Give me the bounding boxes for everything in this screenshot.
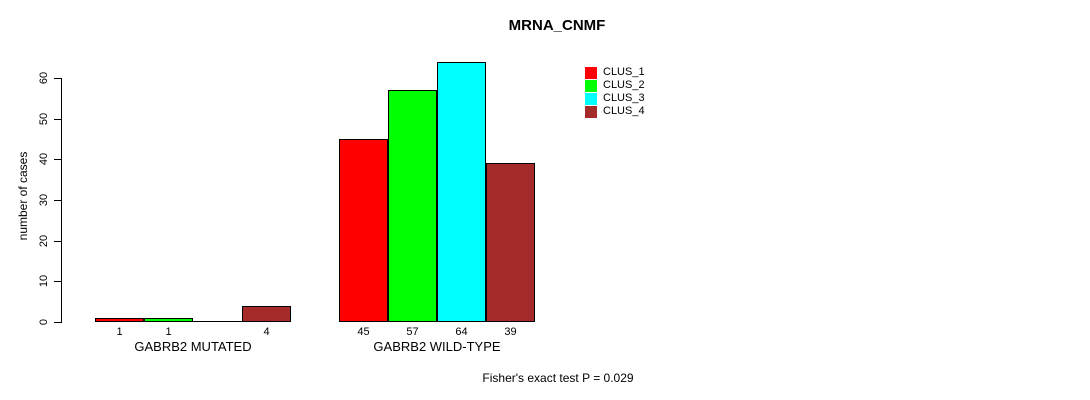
y-axis-line — [61, 78, 62, 323]
bar-clus_1-group1 — [95, 318, 144, 322]
legend-item: CLUS_1 — [585, 66, 645, 79]
y-tick-label: 40 — [38, 152, 50, 166]
y-tick — [54, 159, 61, 160]
bar-clus_4-group2 — [486, 163, 535, 322]
y-tick-label: 30 — [38, 193, 50, 207]
legend-item: CLUS_3 — [585, 92, 645, 105]
y-tick-label: 60 — [38, 71, 50, 85]
legend-swatch-clus-4 — [585, 105, 597, 118]
legend-label: CLUS_2 — [603, 79, 645, 91]
legend-item: CLUS_2 — [585, 79, 645, 92]
legend-label: CLUS_3 — [603, 92, 645, 104]
y-axis-label: number of cases — [16, 151, 30, 241]
bar-clus_1-group2 — [339, 139, 388, 322]
legend-swatch-clus-3 — [585, 92, 597, 105]
y-tick — [54, 281, 61, 282]
legend: CLUS_1 CLUS_2 CLUS_3 CLUS_4 — [585, 66, 645, 118]
y-tick — [54, 119, 61, 120]
y-tick-label: 20 — [38, 234, 50, 248]
bar-value-label: 4 — [263, 326, 270, 338]
group-label: GABRB2 MUTATED — [134, 339, 252, 354]
y-tick — [54, 322, 61, 323]
chart-title: MRNA_CNMF — [508, 17, 606, 34]
bar-clus_2-group1 — [144, 318, 193, 322]
y-tick — [54, 241, 61, 242]
footer-annotation: Fisher's exact test P = 0.029 — [482, 371, 634, 385]
y-tick — [54, 200, 61, 201]
bar-clus_4-group1 — [242, 306, 291, 322]
legend-label: CLUS_4 — [603, 105, 645, 117]
legend-item: CLUS_4 — [585, 105, 645, 118]
bar-value-label: 1 — [165, 326, 172, 338]
legend-label: CLUS_1 — [603, 66, 645, 78]
legend-swatch-clus-2 — [585, 79, 597, 92]
bar-clus_2-group2 — [388, 90, 437, 322]
y-tick-label: 10 — [38, 274, 50, 288]
bar-value-label: 45 — [357, 326, 370, 338]
y-tick-label: 0 — [38, 318, 50, 326]
bar-value-label: 64 — [455, 326, 468, 338]
bar-zero-clus_3-group1 — [193, 321, 242, 322]
bar-value-label: 39 — [504, 326, 517, 338]
bar-clus_3-group2 — [437, 62, 486, 322]
bar-value-label: 1 — [116, 326, 123, 338]
y-tick-label: 50 — [38, 112, 50, 126]
bar-value-label: 57 — [406, 326, 419, 338]
y-tick — [54, 78, 61, 79]
group-label: GABRB2 WILD-TYPE — [373, 339, 501, 354]
legend-swatch-clus-1 — [585, 66, 597, 79]
